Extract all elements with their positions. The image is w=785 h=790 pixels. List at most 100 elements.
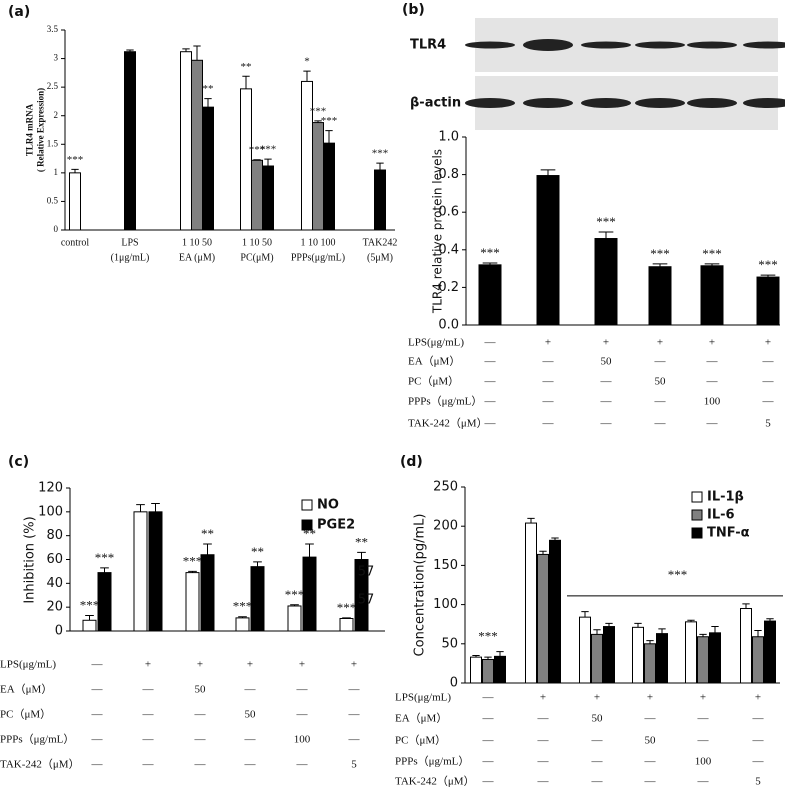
error-bar: [203, 543, 212, 555]
treatment-cell: 100: [695, 756, 712, 768]
panel: (a) TLR4 mRNA( Relative Expression) 0 0.5 1 1…: [8, 4, 397, 263]
x-tick-label: 1 10 100: [301, 237, 336, 248]
treatment-cell: —: [762, 396, 775, 408]
treatment-cell: —: [752, 756, 765, 768]
significance-label: ***: [233, 599, 253, 614]
error-bar: [484, 656, 492, 660]
y-tick-label: 3.5: [47, 24, 59, 34]
treatment-cell: +: [755, 692, 761, 704]
error-bar: [71, 168, 79, 173]
treatment-cell: —: [654, 356, 667, 368]
y-axis-label: Concentration(pg/mL): [413, 514, 428, 657]
legend-swatch: [301, 519, 313, 531]
error-bar: [760, 274, 776, 278]
blot-band: [743, 98, 785, 108]
treatment-cell: —: [484, 396, 497, 408]
panel-label: (c): [8, 454, 29, 470]
y-axis-label: ( Relative Expression): [36, 88, 46, 172]
y-tick-label: 0.0: [438, 318, 459, 333]
treatment-cell: —: [91, 734, 104, 746]
y-tick-label: 2: [54, 110, 59, 120]
y-tick-label: 50: [441, 636, 458, 651]
treatment-cell: —: [194, 709, 207, 721]
blot-band: [581, 98, 631, 108]
legend-label: TNF-α: [707, 526, 750, 541]
treatment-cell: —: [654, 418, 667, 430]
y-tick-label: 120: [38, 481, 63, 496]
bar: [591, 633, 603, 684]
significance-label: ***: [596, 214, 616, 229]
treatment-cell: —: [296, 709, 309, 721]
x-tick-label: PC(μM): [240, 252, 273, 263]
treatment-cell: 100: [294, 734, 311, 746]
treatment-cell: 50: [245, 709, 257, 721]
significance-label: ***: [260, 144, 277, 156]
y-tick-label: 1: [54, 167, 59, 177]
x-tick-label: (5μM): [367, 252, 393, 263]
treatment-cell: 50: [592, 713, 604, 725]
treatment-cell: +: [247, 659, 253, 671]
treatment-cell: —: [244, 684, 257, 696]
treatment-cell: —: [537, 735, 550, 747]
treatment-cell: —: [142, 734, 155, 746]
treatment-cell: —: [91, 684, 104, 696]
legend-label: NO: [317, 498, 339, 513]
treatment-cell: —: [537, 776, 550, 788]
treatment-cell: —: [591, 735, 604, 747]
legend-swatch: [691, 509, 703, 521]
error-bar: [242, 75, 250, 89]
bar: [200, 554, 215, 632]
treatment-cell: —: [142, 759, 155, 771]
significance-label: ***: [80, 597, 100, 612]
treatment-label: TAK-242（μM）: [0, 758, 80, 771]
significance-label: ***: [668, 567, 688, 582]
treatment-cell: —: [142, 684, 155, 696]
bar: [752, 636, 764, 684]
treatment-cell: —: [537, 756, 550, 768]
bar: [262, 165, 274, 231]
blot-band: [523, 98, 573, 108]
treatment-cell: —: [644, 713, 657, 725]
treatment-cell: —: [482, 776, 495, 788]
bar: [148, 511, 163, 632]
treatment-cell: —: [537, 713, 550, 725]
bar: [537, 553, 549, 684]
legend-label: PGE2: [317, 518, 355, 533]
treatment-cell: —: [542, 396, 555, 408]
bar: [339, 617, 354, 632]
bar: [202, 106, 214, 231]
error-bar: [126, 49, 134, 52]
bar: [648, 266, 672, 326]
bar: [594, 238, 618, 326]
blot-band: [687, 98, 737, 108]
y-axis-label: TLR4 relative protein levels: [431, 149, 445, 314]
bar: [656, 633, 668, 684]
error-bar: [593, 629, 601, 635]
error-bar: [482, 262, 498, 265]
treatment-cell: —: [697, 776, 710, 788]
bar: [287, 605, 302, 632]
treatment-label: LPS(μg/mL): [408, 337, 464, 349]
blot-band: [635, 98, 685, 108]
blot-band: [687, 41, 737, 49]
error-bar: [325, 130, 333, 144]
treatment-cell: —: [482, 692, 495, 704]
error-bar: [85, 615, 94, 621]
treatment-label: TAK-242（μM）: [408, 417, 488, 430]
treatment-cell: 5: [765, 418, 771, 430]
treatment-cell: —: [706, 376, 719, 388]
error-bar: [188, 570, 197, 573]
significance-label: ***: [478, 629, 498, 644]
treatment-label: LPS(μg/mL): [0, 659, 56, 671]
error-bar: [551, 537, 559, 541]
bar: [697, 636, 709, 684]
bar: [235, 617, 250, 632]
significance-label: **: [251, 544, 264, 559]
y-tick-label: 1.0: [438, 130, 459, 145]
treatment-cell: —: [762, 376, 775, 388]
significance-label: ***: [758, 257, 778, 272]
error-bar: [136, 504, 145, 512]
bar: [69, 172, 81, 231]
legend-label: IL-1β: [707, 490, 744, 505]
